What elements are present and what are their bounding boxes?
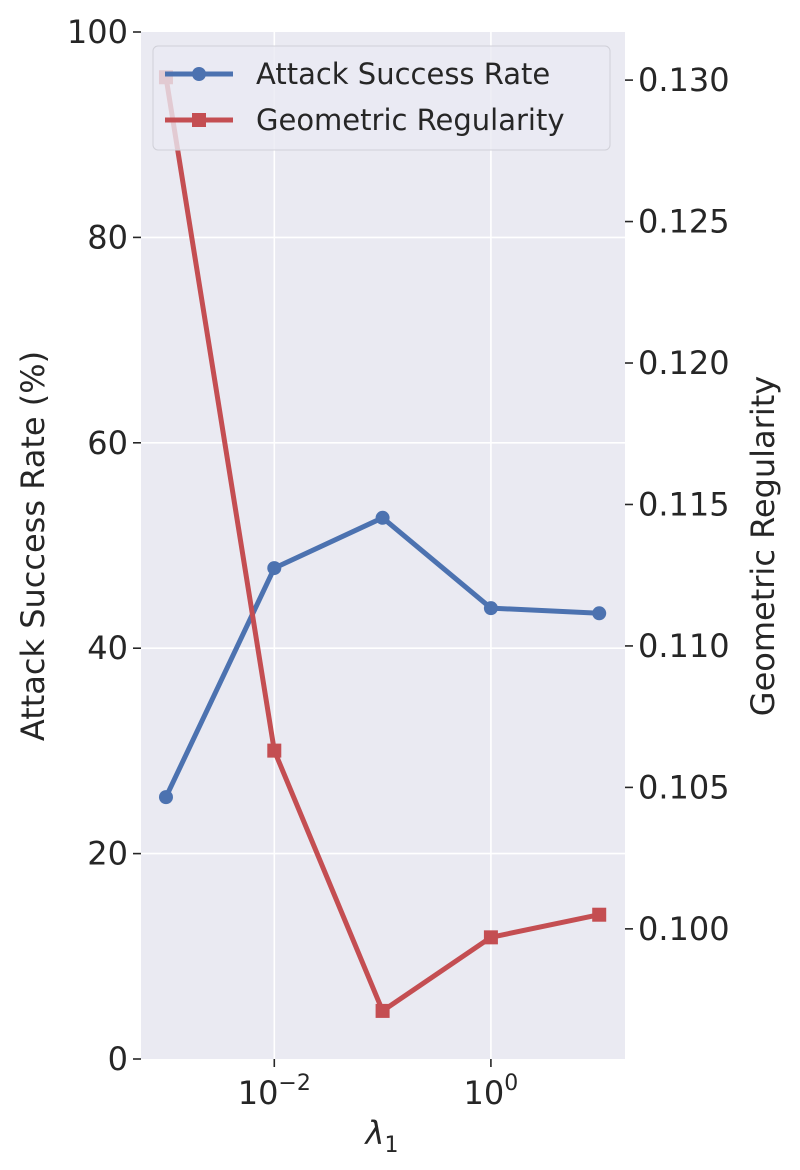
left-axis-title: Attack Success Rate (%) [14, 351, 52, 741]
grid-lines [141, 32, 625, 1059]
x-axis-title-symbol: λ [364, 1114, 385, 1152]
x-axis-title: λ1 [364, 1114, 399, 1158]
left-tick-label: 80 [87, 218, 128, 256]
legend-box [152, 45, 611, 151]
data-point [158, 790, 173, 805]
left-tick-label: 0 [108, 1040, 128, 1078]
legend: Attack Success Rate Geometric Regularity [152, 45, 611, 151]
plot-background [141, 32, 625, 1059]
legend-marker [192, 67, 206, 81]
x-tick-label: 100 [464, 1071, 519, 1112]
data-point [592, 907, 607, 922]
right-tick-label: 0.115 [638, 485, 730, 523]
axes-layer: 0 20 40 60 80 100 10−2 100 0.100 0.105 0.110 0.115 0… [67, 13, 730, 1112]
x-axis-title-subscript: 1 [384, 1133, 398, 1158]
data-point [375, 510, 390, 525]
left-tick-label: 60 [87, 424, 128, 462]
right-tick-label: 0.110 [638, 627, 730, 665]
left-tick-label: 100 [67, 13, 128, 51]
data-point [267, 561, 282, 576]
series-layer [158, 70, 607, 1018]
right-axis-title: Geometric Regularity [744, 376, 782, 716]
right-tick-label: 0.125 [638, 203, 730, 241]
right-tick-label: 0.120 [638, 344, 730, 382]
legend-marker [192, 113, 206, 127]
legend-label: Geometric Regularity [256, 103, 564, 137]
data-point [483, 930, 498, 945]
right-tick-label: 0.130 [638, 61, 730, 99]
legend-label: Attack Success Rate [256, 57, 550, 91]
right-tick-label: 0.105 [638, 768, 730, 806]
data-point [592, 606, 607, 621]
data-point [267, 743, 282, 758]
x-tick-label: 10−2 [238, 1071, 311, 1112]
left-tick-label: 20 [87, 835, 128, 873]
data-point [483, 601, 498, 616]
right-tick-label: 0.100 [638, 910, 730, 948]
left-tick-label: 40 [87, 629, 128, 667]
data-point [375, 1003, 390, 1018]
